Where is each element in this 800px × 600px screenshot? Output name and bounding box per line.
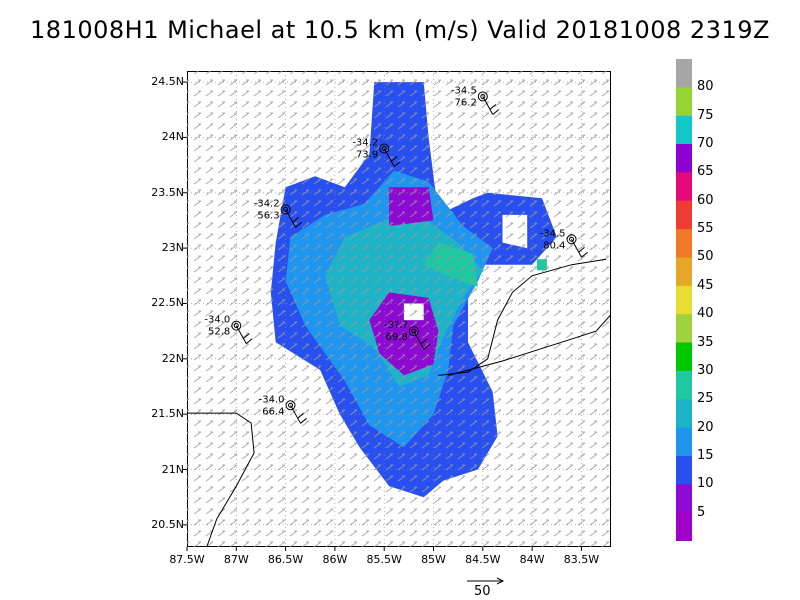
lat-tick-label: 22.5N [151, 296, 184, 310]
dropsonde-marker: -34.576.2 [451, 85, 500, 115]
map-title: 181008H1 Michael at 10.5 km (m/s) Valid … [30, 16, 770, 44]
colorbar-segment [676, 399, 692, 429]
lat-tick-label: 21N [161, 462, 184, 476]
dropsonde-bottom-value: 73.9 [356, 149, 378, 160]
dropsonde-bottom-value: 76.2 [455, 97, 477, 108]
lat-tick-label: 22N [161, 351, 184, 365]
colorbar-segment [676, 257, 692, 287]
colorbar-segment [676, 200, 692, 230]
colorbar-segment [676, 59, 692, 88]
map-grid [183, 71, 611, 551]
wind-vectors [187, 71, 611, 547]
colorbar-segment [676, 484, 692, 514]
colorbar-segment [676, 427, 692, 457]
colorbar-tick-label: 75 [697, 107, 714, 123]
colorbar-segment [676, 285, 692, 315]
colorbar-tick-label: 60 [697, 192, 714, 208]
dropsonde-top-value: -34.5 [451, 85, 477, 96]
dropsonde-top-value: -3?.? [384, 320, 408, 331]
yucatan-coast [187, 412, 255, 547]
cuba-north-coast [438, 258, 607, 376]
dropsonde-marker: -34.580.4 [540, 228, 588, 258]
colorbar-tick-label: 30 [697, 362, 714, 378]
colorbar-tick-label: 65 [697, 164, 714, 180]
colorbar-tick-label: 45 [697, 277, 714, 293]
colorbar-segment [676, 115, 692, 145]
lon-tick-label: 85W [421, 553, 446, 566]
dropsonde-marker: -3?.?69.8 [384, 320, 431, 350]
colorbar-segment [676, 172, 692, 202]
lat-tick-label: 23N [161, 241, 184, 255]
lon-tick-label: 84.5W [465, 553, 501, 566]
colorbar-segment [676, 370, 692, 400]
colorbar-segment [676, 229, 692, 258]
colorbar-tick-label: 35 [697, 334, 714, 350]
colorbar-tick-label: 10 [697, 476, 714, 492]
dropsonde-marker: -34.273.9 [352, 137, 401, 167]
lon-tick-label: 87.5W [169, 553, 205, 566]
dropsonde-bottom-value: 69.8 [386, 332, 408, 343]
coastline [187, 258, 611, 547]
colorbar-segment [676, 144, 692, 173]
dropsonde-marker: -34.256.3 [254, 198, 302, 228]
colorbar-tick-label: 15 [697, 447, 714, 463]
dropsonde-top-value: -34.2 [254, 198, 280, 209]
colorbar-tick-label: 20 [697, 419, 714, 435]
colorbar-tick-label: 55 [697, 221, 714, 237]
dropsonde-top-value: -34.0 [259, 394, 285, 405]
lon-tick-label: 86.5W [267, 553, 304, 566]
dropsonde-bottom-value: 80.4 [543, 240, 565, 251]
colorbar-tick-label: 25 [697, 391, 714, 407]
dropsonde-bottom-value: 56.3 [257, 210, 279, 221]
cuba-south-coast [448, 314, 611, 376]
lat-tick-label: 24.5N [151, 75, 184, 89]
colorbar-segment [676, 342, 692, 372]
lat-tick-label: 21.5N [151, 407, 184, 421]
dropsonde-bottom-value: 66.4 [262, 406, 284, 417]
colorbar-segment [676, 314, 692, 344]
colorbar-tick-label: 70 [697, 136, 714, 152]
dropsonde-marker: -34.052.8 [204, 315, 253, 344]
colorbar-tick-label: 50 [697, 249, 714, 265]
colorbar-segment [676, 455, 692, 485]
dropsonde-bottom-value: 52.8 [208, 327, 230, 338]
dropsonde-top-value: -34.5 [540, 228, 566, 239]
lon-tick-label: 86W [322, 553, 348, 566]
colorbar-tick-label: 80 [697, 79, 714, 95]
lat-tick-label: 24N [161, 130, 184, 144]
reference-vector-label: 50 [474, 584, 491, 599]
lon-tick-label: 83.5W [563, 553, 600, 566]
dropsonde-marker: -34.066.4 [259, 394, 307, 424]
lon-tick-label: 85.5W [366, 553, 402, 566]
dropsonde-top-value: -34.0 [204, 315, 230, 326]
dropsonde-top-value: -34.2 [352, 137, 378, 148]
colorbar-segment [676, 87, 692, 117]
colorbar-tick-label: 40 [697, 306, 714, 322]
reference-vector-arrow [467, 577, 505, 585]
colorbar [676, 59, 692, 541]
colorbar-segment [676, 512, 692, 541]
lat-tick-label: 23.5N [151, 185, 184, 199]
lat-tick-label: 20.5N [151, 517, 184, 531]
lon-tick-label: 84W [519, 553, 545, 566]
lon-tick-label: 87W [223, 553, 249, 566]
colorbar-tick-label: 5 [697, 504, 706, 520]
